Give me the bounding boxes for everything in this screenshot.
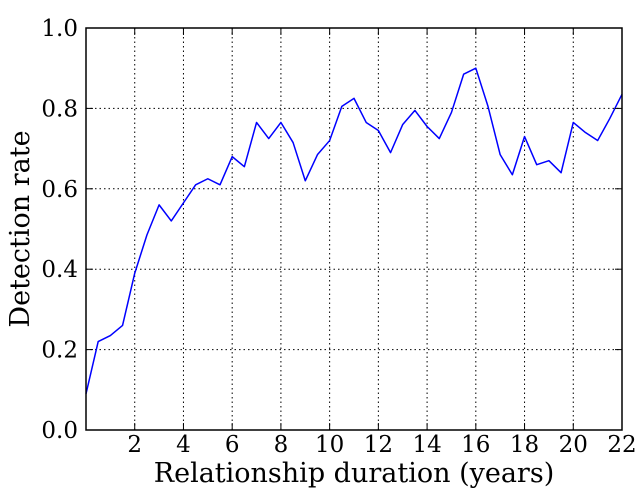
x-tick-label: 20 bbox=[559, 432, 588, 458]
y-tick-label: 1.0 bbox=[41, 16, 78, 42]
series-layer bbox=[85, 67, 623, 394]
y-tick-label: 0.2 bbox=[41, 338, 78, 364]
series-line bbox=[85, 67, 623, 394]
x-tick-label: 10 bbox=[315, 432, 344, 458]
y-tick-label: 0.4 bbox=[41, 257, 78, 283]
x-tick-label: 22 bbox=[607, 432, 636, 458]
x-tick-label: 14 bbox=[412, 432, 441, 458]
x-tick-label: 16 bbox=[461, 432, 490, 458]
plot-area-frame bbox=[85, 27, 623, 431]
y-tick-label: 0.6 bbox=[41, 177, 78, 203]
x-tick-label: 4 bbox=[176, 432, 191, 458]
y-tick-labels: 0.0 0.2 0.4 0.6 0.8 1.0 bbox=[41, 16, 78, 444]
x-tick-labels: 2 4 6 8 10 12 14 16 18 20 22 bbox=[127, 432, 636, 458]
x-tick-label: 6 bbox=[225, 432, 240, 458]
y-axis-label: Detection rate bbox=[5, 130, 36, 327]
x-tick-label: 12 bbox=[364, 432, 393, 458]
x-tick-label: 2 bbox=[127, 432, 142, 458]
y-tick-label: 0.0 bbox=[41, 418, 78, 444]
x-axis-label: Relationship duration (years) bbox=[154, 458, 554, 489]
tick-marks bbox=[86, 27, 623, 431]
x-tick-label: 8 bbox=[274, 432, 289, 458]
grid-lines bbox=[86, 28, 622, 430]
x-tick-label: 18 bbox=[510, 432, 539, 458]
y-tick-label: 0.8 bbox=[41, 96, 78, 122]
